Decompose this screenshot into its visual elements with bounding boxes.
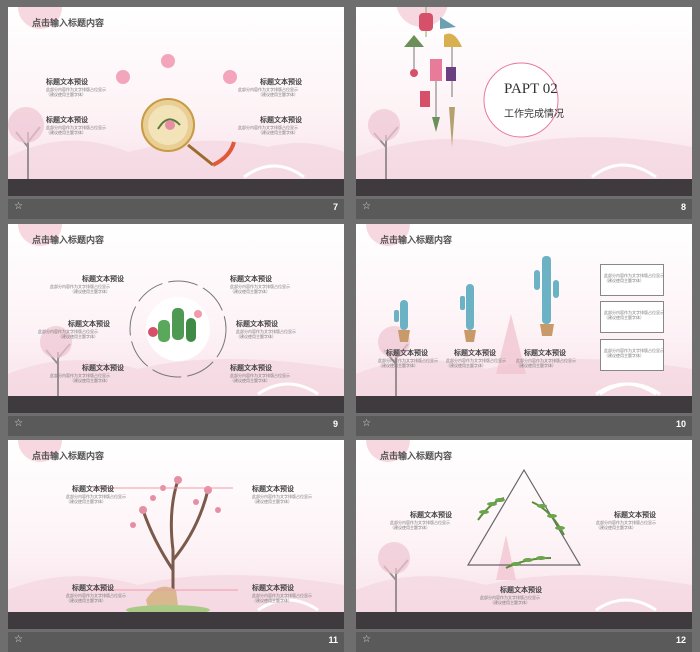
heading-text: 标题文本预设 <box>72 585 114 592</box>
landscape-illustration <box>8 54 344 196</box>
slide-title: 点击输入标题内容 <box>32 235 105 245</box>
heading-text: 标题文本预设 <box>260 117 302 124</box>
slide-canvas: 点击输入标题内容 标题文本预设 此部分内容作为文字排版占位显示 （建议使用主题字体… <box>8 7 344 196</box>
text-box: 此部分内容作为文字排版占位显示 （建议使用主题字体） <box>600 339 664 371</box>
heading-text: 标题文本预设 <box>260 79 302 86</box>
desc-text: 此部分内容作为文字排版占位显示 （建议使用主题字体） <box>50 373 110 383</box>
wind-chime-illustration <box>356 7 692 196</box>
desc-text: 此部分内容作为文字排版占位显示 （建议使用主题字体） <box>378 358 438 368</box>
slide-title: 点击输入标题内容 <box>380 451 453 461</box>
star-icon[interactable]: ☆ <box>362 418 371 429</box>
slide-footer-bar: ☆ 11 <box>8 632 344 652</box>
text-box: 此部分内容作为文字排版占位显示 （建议使用主题字体） <box>600 264 664 296</box>
desc-text: 此部分内容作为文字排版占位显示 （建议使用主题字体） <box>66 494 126 504</box>
desc-text: 此部分内容作为文字排版占位显示 （建议使用主题字体） <box>516 358 576 368</box>
heading-text: 标题文本预设 <box>410 512 452 519</box>
heading-text: 标题文本预设 <box>82 365 124 372</box>
desc-text: 此部分内容作为文字排版占位显示 （建议使用主题字体） <box>38 329 98 339</box>
desc-text: 此部分内容作为文字排版占位显示 （建议使用主题字体） <box>50 284 110 294</box>
slide-canvas: PAPT 02 工作完成情况 <box>356 7 692 196</box>
triangle-leaf-illustration <box>356 468 692 629</box>
slide-canvas: 点击输入标题内容 标题文本预设 此部分内容作为文字排版占位显示 （建议使用主题字体… <box>356 224 692 413</box>
desc-text: 此部分内容作为文字排版占位显示 （建议使用主题字体） <box>480 595 540 605</box>
desc-text: 此部分内容作为文字排版占位显示 （建议使用主题字体） <box>46 125 106 135</box>
slide-thumbnail-9[interactable]: 点击输入标题内容 标题文本预设 此部分内容作为文字排版占位显示 （建议使用主题字体… <box>8 224 344 436</box>
desc-text: 此部分内容作为文字排版占位显示 （建议使用主题字体） <box>604 273 664 283</box>
heading-text: 标题文本预设 <box>82 276 124 283</box>
star-icon[interactable]: ☆ <box>14 201 23 212</box>
desc-text: 此部分内容作为文字排版占位显示 （建议使用主题字体） <box>46 87 106 97</box>
heading-text: 标题文本预设 <box>454 350 496 357</box>
part-label: PAPT 02 <box>504 81 558 97</box>
pink-sun <box>366 440 410 462</box>
desc-text: 此部分内容作为文字排版占位显示 （建议使用主题字体） <box>230 373 290 383</box>
slide-title: 点击输入标题内容 <box>32 18 105 28</box>
desc-text: 此部分内容作为文字排版占位显示 （建议使用主题字体） <box>252 593 312 603</box>
plum-tree-deer-illustration <box>8 476 344 629</box>
desc-text: 此部分内容作为文字排版占位显示 （建议使用主题字体） <box>236 329 296 339</box>
heading-text: 标题文本预设 <box>252 486 294 493</box>
section-title: 工作完成情况 <box>504 109 564 120</box>
slide-title: 点击输入标题内容 <box>32 451 105 461</box>
slide-canvas: 点击输入标题内容 标题文本预设 此部分内容作为文字排版占位显示 （建议使用主题字体… <box>8 440 344 629</box>
heading-text: 标题文本预设 <box>500 587 542 594</box>
heading-text: 标题文本预设 <box>236 321 278 328</box>
cactus-ring-illustration <box>8 280 344 413</box>
pink-sun <box>366 224 410 246</box>
heading-text: 标题文本预设 <box>68 321 110 328</box>
slide-number: 9 <box>332 419 338 429</box>
heading-text: 标题文本预设 <box>230 276 272 283</box>
slide-thumbnail-12[interactable]: 点击输入标题内容 标题文本预设 此部分内容作为文字排版占位显示 （建议使用主题字体… <box>356 440 692 652</box>
slide-footer-bar: ☆ 9 <box>8 416 344 436</box>
slide-canvas: 点击输入标题内容 标题文本预设 此部分内容作为文字排版占位显示 （建议使用主题字体… <box>8 224 344 413</box>
heading-text: 标题文本预设 <box>386 350 428 357</box>
slide-number: 11 <box>328 635 338 645</box>
slide-title: 点击输入标题内容 <box>380 235 453 245</box>
slide-number: 12 <box>675 635 686 645</box>
desc-text: 此部分内容作为文字排版占位显示 （建议使用主题字体） <box>66 593 126 603</box>
slide-footer-bar: ☆ 8 <box>356 199 692 219</box>
slide-number: 8 <box>680 202 686 212</box>
pink-sun <box>18 7 62 29</box>
pink-sun <box>18 440 62 462</box>
heading-text: 标题文本预设 <box>614 512 656 519</box>
slide-thumbnail-8[interactable]: PAPT 02 工作完成情况 ☆ 8 <box>356 7 692 219</box>
star-icon[interactable]: ☆ <box>362 201 371 212</box>
slide-thumbnail-7[interactable]: 点击输入标题内容 标题文本预设 此部分内容作为文字排版占位显示 （建议使用主题字体… <box>8 7 344 219</box>
heading-text: 标题文本预设 <box>72 486 114 493</box>
desc-text: 此部分内容作为文字排版占位显示 （建议使用主题字体） <box>238 87 298 97</box>
heading-text: 标题文本预设 <box>46 117 88 124</box>
desc-text: 此部分内容作为文字排版占位显示 （建议使用主题字体） <box>238 125 298 135</box>
pink-sun <box>18 224 62 246</box>
desc-text: 此部分内容作为文字排版占位显示 （建议使用主题字体） <box>604 310 664 320</box>
slide-footer-bar: ☆ 7 <box>8 199 344 219</box>
star-icon[interactable]: ☆ <box>14 418 23 429</box>
desc-text: 此部分内容作为文字排版占位显示 （建议使用主题字体） <box>390 520 450 530</box>
slide-thumbnail-11[interactable]: 点击输入标题内容 标题文本预设 此部分内容作为文字排版占位显示 （建议使用主题字体… <box>8 440 344 652</box>
slide-footer-bar: ☆ 10 <box>356 416 692 436</box>
cactus-illustration <box>356 256 692 413</box>
star-icon[interactable]: ☆ <box>14 634 23 645</box>
desc-text: 此部分内容作为文字排版占位显示 （建议使用主题字体） <box>604 348 664 358</box>
heading-text: 标题文本预设 <box>230 365 272 372</box>
slide-canvas: 点击输入标题内容 标题文本预设 此部分内容作为文字排版占位显示 （建议使用主题字体… <box>356 440 692 629</box>
slide-number: 7 <box>332 202 338 212</box>
slide-number: 10 <box>675 419 686 429</box>
desc-text: 此部分内容作为文字排版占位显示 （建议使用主题字体） <box>230 284 290 294</box>
heading-text: 标题文本预设 <box>524 350 566 357</box>
desc-text: 此部分内容作为文字排版占位显示 （建议使用主题字体） <box>252 494 312 504</box>
desc-text: 此部分内容作为文字排版占位显示 （建议使用主题字体） <box>446 358 506 368</box>
text-box: 此部分内容作为文字排版占位显示 （建议使用主题字体） <box>600 301 664 333</box>
star-icon[interactable]: ☆ <box>362 634 371 645</box>
slide-footer-bar: ☆ 12 <box>356 632 692 652</box>
heading-text: 标题文本预设 <box>252 585 294 592</box>
slide-thumbnail-10[interactable]: 点击输入标题内容 标题文本预设 此部分内容作为文字排版占位显示 （建议使用主题字体… <box>356 224 692 436</box>
heading-text: 标题文本预设 <box>46 79 88 86</box>
desc-text: 此部分内容作为文字排版占位显示 （建议使用主题字体） <box>596 520 656 530</box>
